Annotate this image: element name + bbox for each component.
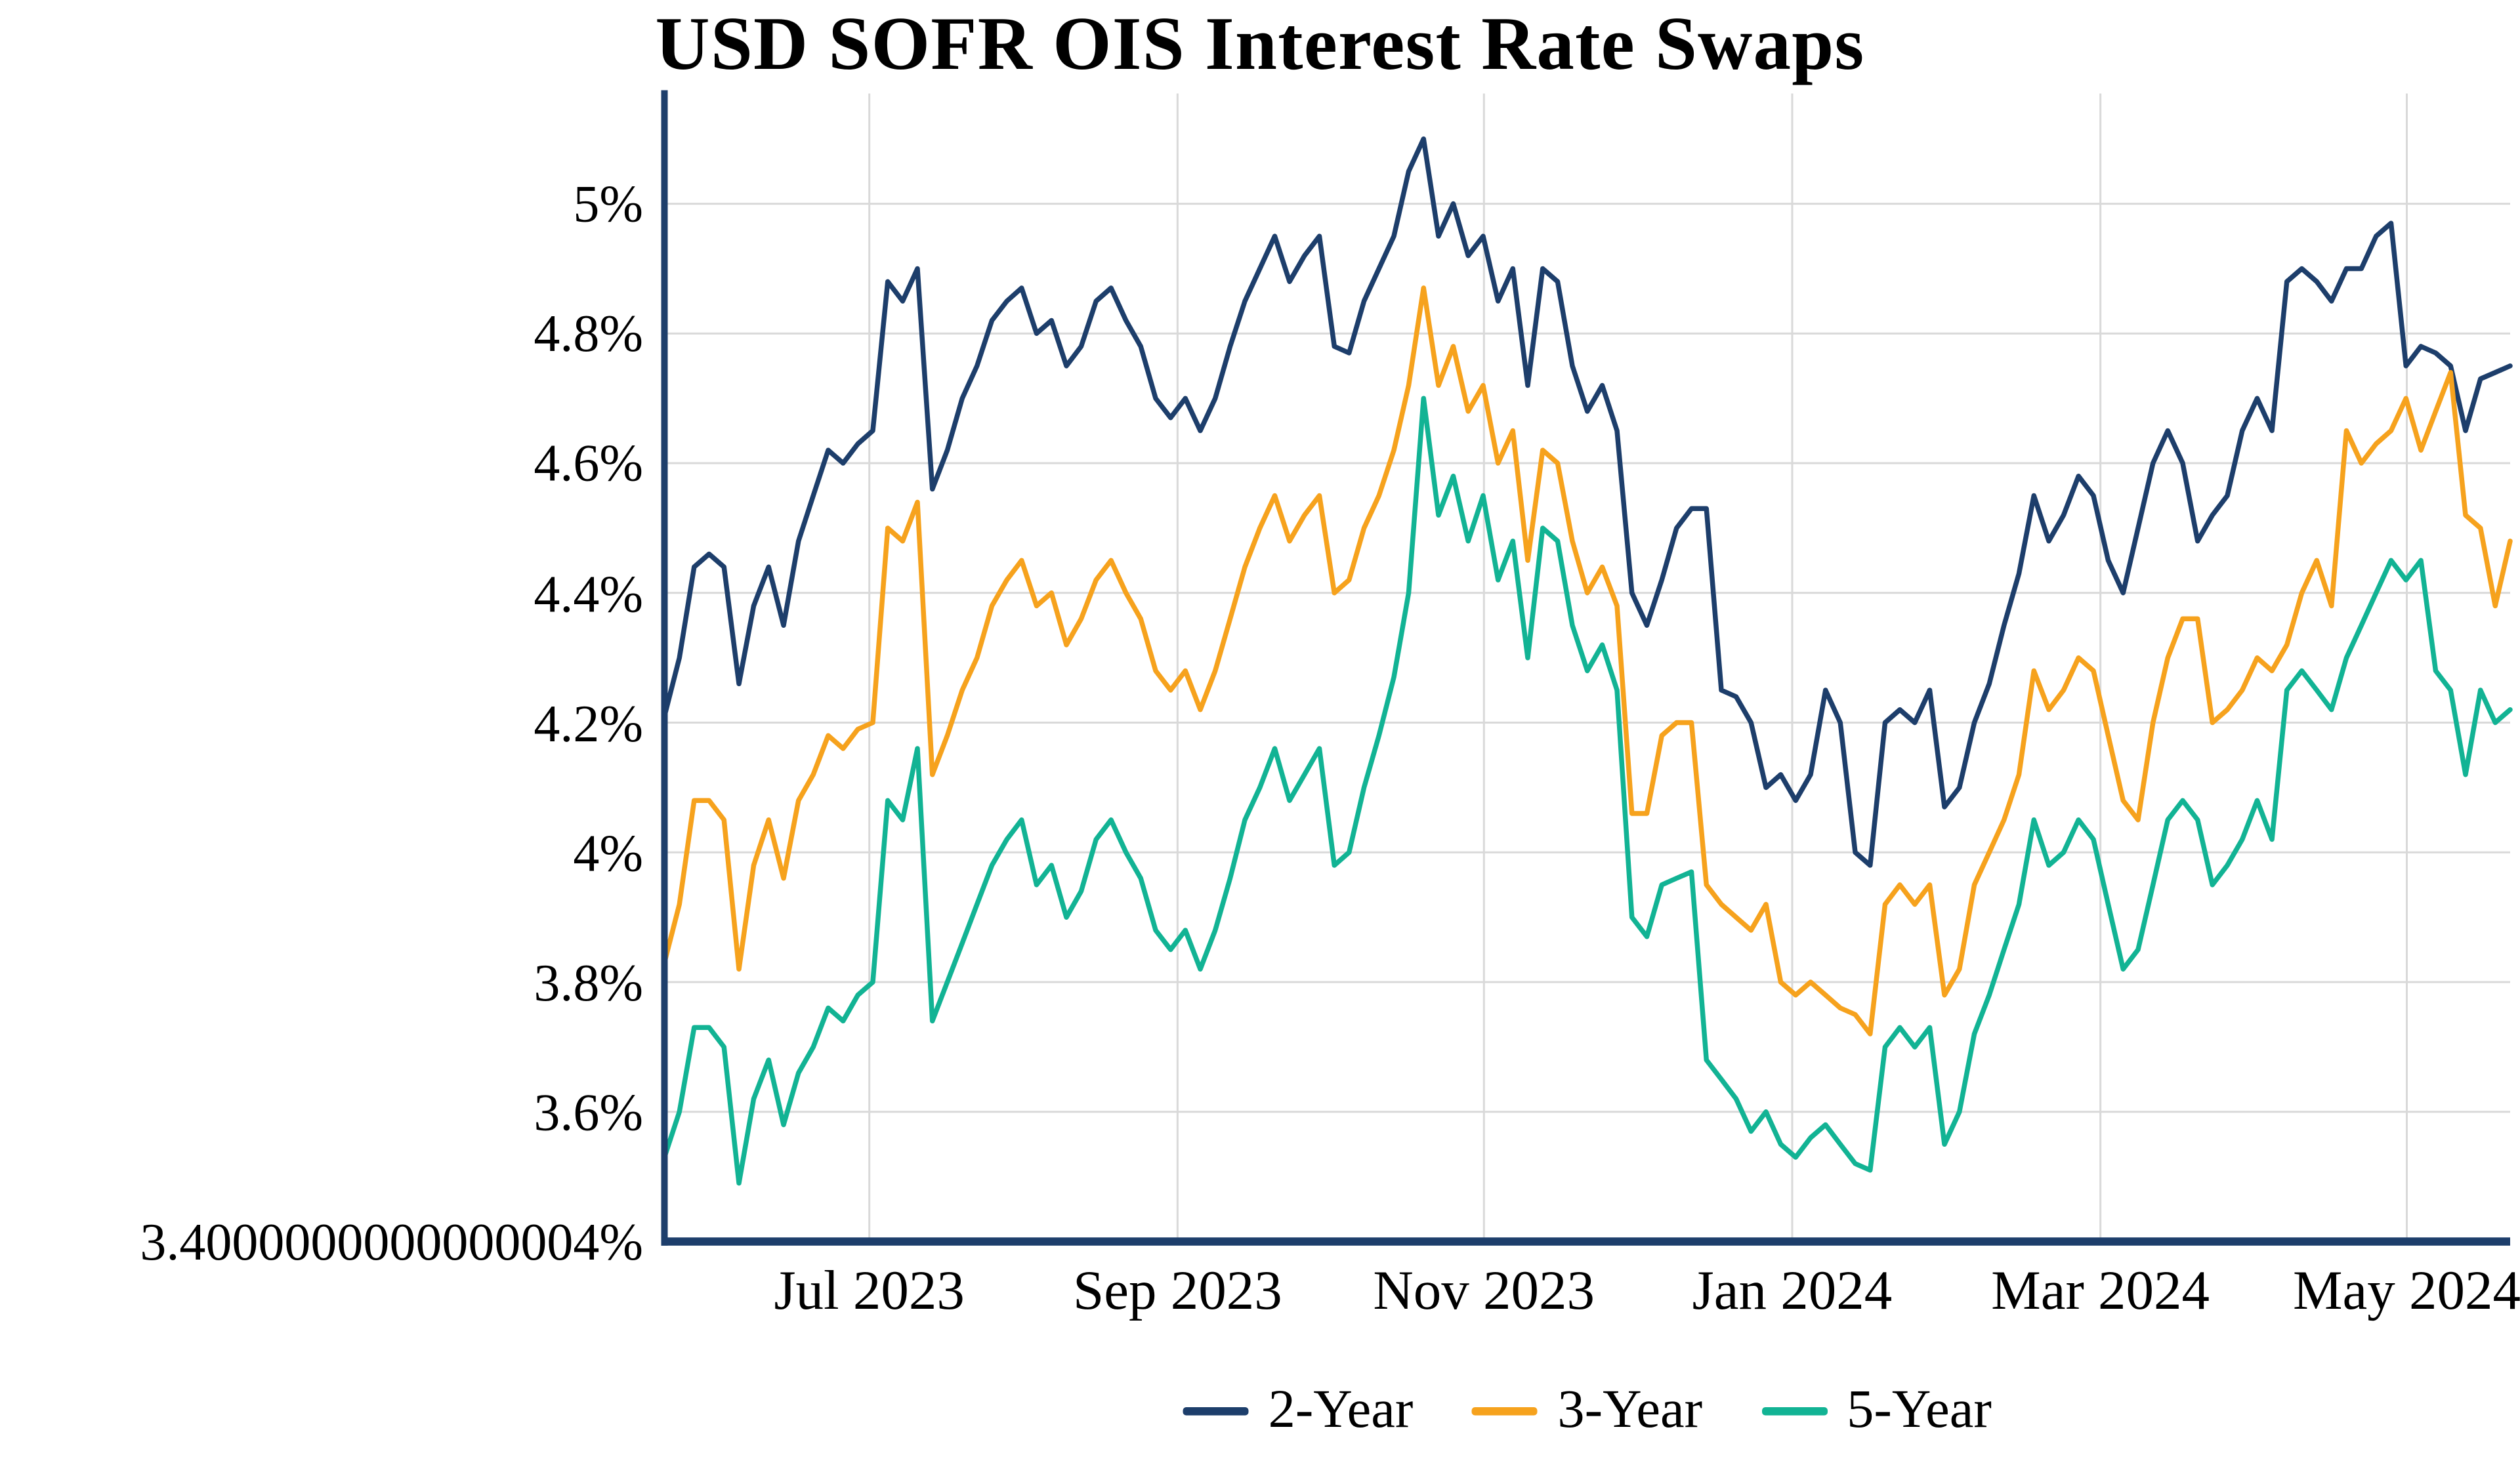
x-tick-label: Jan 2024 bbox=[1692, 1261, 1893, 1322]
y-tick-label: 5% bbox=[573, 174, 643, 234]
y-tick-label: 3.6% bbox=[534, 1082, 643, 1141]
x-tick-label: Nov 2023 bbox=[1373, 1261, 1595, 1322]
2-year-line-swatch-icon bbox=[1183, 1406, 1249, 1415]
y-tick-label: 4.4% bbox=[534, 563, 643, 623]
legend-label: 5-Year bbox=[1847, 1381, 1992, 1440]
x-tick-label: Jul 2023 bbox=[774, 1261, 965, 1322]
x-tick-label: Mar 2024 bbox=[1991, 1261, 2210, 1322]
3-year-line-swatch-icon bbox=[1472, 1406, 1538, 1415]
legend-item-5-year[interactable]: 5-Year bbox=[1761, 1381, 1992, 1440]
y-tick-label: 4.6% bbox=[534, 434, 643, 493]
series-line-3-year bbox=[662, 285, 2513, 1037]
5-year-line-swatch-icon bbox=[1761, 1406, 1828, 1415]
y-tick-label: 3.4000000000000004% bbox=[140, 1212, 643, 1271]
legend-item-2-year[interactable]: 2-Year bbox=[1183, 1381, 1414, 1440]
legend-label: 2-Year bbox=[1268, 1381, 1414, 1440]
y-tick-label: 4.2% bbox=[534, 693, 643, 752]
y-tick-label: 4.8% bbox=[534, 304, 643, 363]
y-tick-label: 4% bbox=[573, 823, 643, 882]
series-line-2-year bbox=[662, 136, 2513, 868]
y-tick-label: 3.8% bbox=[534, 952, 643, 1012]
chart-legend: 2-Year 3-Year 5-Year bbox=[665, 1381, 2511, 1440]
legend-label: 3-Year bbox=[1557, 1381, 1703, 1440]
x-tick-label: Sep 2023 bbox=[1073, 1261, 1282, 1322]
chart-title: USD SOFR OIS Interest Rate Swaps bbox=[655, 1, 1865, 86]
series-line-5-year bbox=[662, 396, 2513, 1186]
x-tick-label: May 2024 bbox=[2292, 1261, 2520, 1322]
legend-item-3-year[interactable]: 3-Year bbox=[1472, 1381, 1702, 1440]
